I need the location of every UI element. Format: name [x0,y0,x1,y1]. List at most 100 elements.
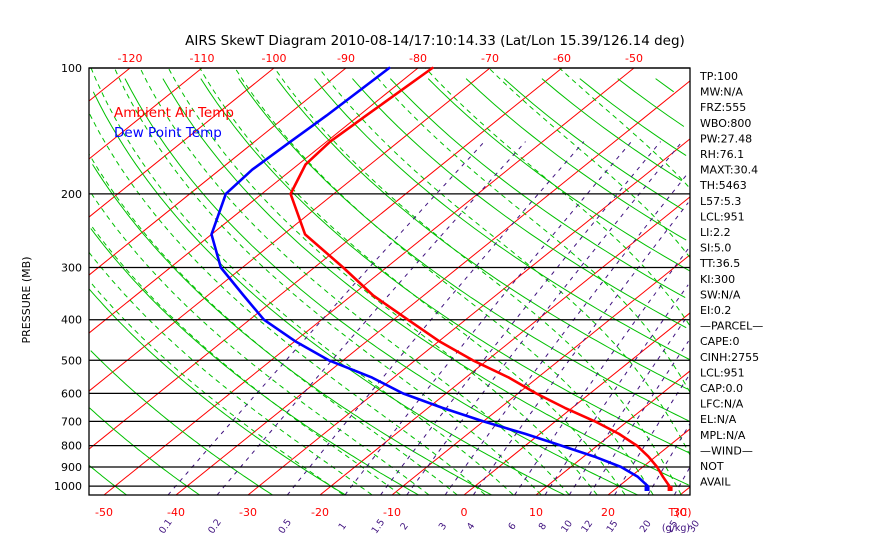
pressure-tick-400: 400 [61,314,82,327]
dry-adiabat-line [92,91,565,495]
dewpoint-temp-endpoint [644,485,650,491]
mixing-ratio-line [673,466,690,495]
dry-adiabat-line [92,164,492,495]
mixing-ratio-line [544,284,689,495]
top-temp-tick--110: -110 [190,52,215,65]
top-temp-tick--50: -50 [625,52,643,65]
info-panel-item-25: NOT [700,460,724,473]
mixing-ratio-line [588,340,689,495]
moist-adiabat-line [199,68,626,495]
bottom-temp-tick-10: 10 [529,506,543,519]
legend-dewpoint-temp: Dew Point Temp [114,125,222,141]
bottom-temp-tick-0: 0 [461,506,468,519]
isotherm-line [319,196,690,495]
isotherm-line [463,312,690,495]
info-panel-item-10: LI:2.2 [700,226,731,239]
isotherm-line [103,68,635,495]
bottom-temp-tick--40: -40 [167,506,185,519]
moist-adiabat-line [89,153,458,495]
info-panel-item-0: TP:100 [699,70,738,83]
dry-adiabat-line [314,78,690,360]
pressure-tick-600: 600 [61,387,82,400]
dry-adiabat-line [352,78,687,329]
top-temp-tick--60: -60 [553,52,571,65]
moist-adiabat-line [89,112,486,495]
moist-adiabat-line [89,223,401,495]
dry-adiabat-line [90,350,273,495]
info-panel-item-1: MW:N/A [700,86,743,99]
info-panel-item-3: WBO:800 [700,117,751,130]
dry-adiabat-line [89,288,346,495]
isotherm-line [752,68,870,495]
moist-adiabat-line [89,281,344,495]
temp-axis-label: T(C) [668,506,692,519]
bottom-temp-tick--30: -30 [239,506,257,519]
moist-adiabat-line [114,68,542,495]
ambient-temp-curve [289,66,672,490]
mixing-ratio-tick-1: 1 [337,521,349,532]
pressure-tick-300: 300 [61,262,82,275]
mixing-ratio-tick-0.2: 0.2 [206,517,224,536]
mixing-ratio-axis-label: (g/kg) [662,523,690,534]
mixing-ratio-tick-1.5: 1.5 [370,517,388,536]
pressure-tick-1000: 1000 [54,480,82,493]
chart-title: AIRS SkewT Diagram 2010-08-14/17:10:14.3… [185,33,685,49]
dry-adiabat-line [655,78,674,93]
dry-adiabat-line [276,78,688,390]
pressure-tick-200: 200 [61,188,82,201]
bottom-temp-tick--50: -50 [95,506,113,519]
info-panel-item-9: LCL:951 [700,210,745,223]
bottom-temp-tick-30: 30 [673,506,687,519]
ambient-temp-endpoint [667,485,673,491]
top-temp-tick--70: -70 [481,52,499,65]
isotherm-line [89,68,491,392]
mixing-ratio-line [472,202,689,495]
pressure-tick-500: 500 [61,354,82,367]
info-panel-item-23: MPL:N/A [700,429,746,442]
mixing-ratio-tick-2: 2 [398,521,410,532]
moist-adiabat-line [558,68,689,187]
dry-adiabat-line [427,78,690,272]
isotherm-line [89,68,347,276]
moist-adiabat-line [90,68,514,495]
dry-adiabat-line [89,407,200,495]
info-panel-item-5: RH:76.1 [700,148,744,161]
pressure-tick-800: 800 [61,440,82,453]
info-panel-item-13: KI:300 [700,273,735,286]
mixing-ratio-line [568,314,689,495]
mixing-ratio-tick-0.5: 0.5 [276,517,294,536]
mixing-ratio-line [380,141,661,495]
dry-adiabat-line [124,78,638,495]
mixing-ratio-tick-12: 12 [579,518,595,534]
mixing-ratio-tick-15: 15 [605,518,621,534]
moist-adiabat-line [139,68,570,495]
mixing-ratio-tick-0.1: 0.1 [157,517,175,536]
dry-adiabat-line [389,78,686,299]
info-panel-item-6: MAXT:30.4 [700,164,758,177]
dry-adiabat-line [90,228,419,495]
bottom-temp-tick--10: -10 [383,506,401,519]
mixing-ratio-line [444,174,688,495]
dry-adiabat-line [89,464,127,495]
info-panel-item-2: FRZ:555 [700,101,746,114]
mixing-ratio-tick-20: 20 [638,518,654,534]
info-panel-item-15: EI:0.2 [700,304,731,317]
moist-adiabat-line [167,68,598,495]
pressure-axis-label: PRESSURE (MB) [20,257,33,344]
info-panel-item-7: TH:5463 [699,179,747,192]
mixing-ratio-tick-8: 8 [537,521,549,532]
bottom-temp-tick--20: -20 [311,506,329,519]
dewpoint-temp-curve [210,66,650,490]
isotherm-line [391,254,690,495]
info-panel-item-19: LCL:951 [700,366,745,379]
moist-adiabat-line [274,68,682,495]
dry-adiabat-line [200,78,690,454]
info-panel-item-22: EL:N/A [700,413,737,426]
mixing-ratio-tick-6: 6 [506,521,518,532]
pressure-tick-700: 700 [61,415,82,428]
dry-adiabat-line [465,78,687,241]
isotherm-line [89,68,275,218]
info-panel-item-17: CAPE:0 [700,335,740,348]
